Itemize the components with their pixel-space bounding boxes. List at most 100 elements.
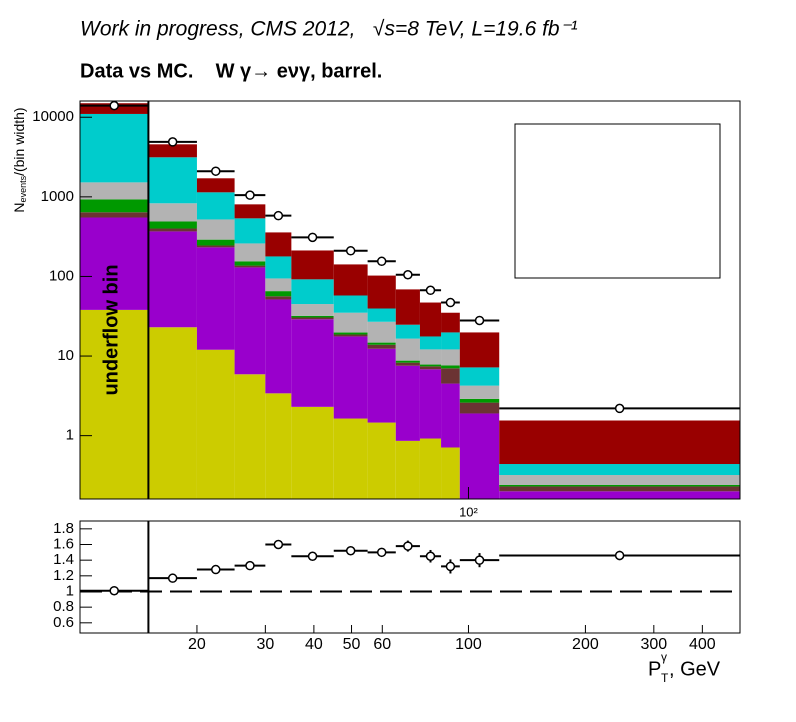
stack-segment bbox=[419, 438, 442, 499]
x-tick-label: 100 bbox=[455, 636, 482, 653]
stack-segment bbox=[196, 219, 235, 240]
stack-segment bbox=[333, 332, 368, 335]
stack-segment bbox=[148, 203, 197, 222]
x-tick-label: 10² bbox=[459, 504, 478, 519]
x-tick-label: 20 bbox=[188, 636, 206, 653]
stack-segment bbox=[367, 342, 396, 345]
stack-segment bbox=[419, 349, 442, 365]
stack-segment bbox=[234, 204, 266, 219]
x-tick-label: 50 bbox=[343, 636, 361, 653]
y-tick-label: 1 bbox=[66, 582, 74, 599]
stack-segment bbox=[367, 321, 396, 343]
ratio-point bbox=[211, 564, 221, 575]
stack-segment bbox=[441, 383, 460, 448]
ratio-point bbox=[474, 555, 485, 565]
ratio-point bbox=[425, 551, 436, 561]
stack-segment bbox=[459, 413, 500, 499]
stack-segment bbox=[441, 368, 460, 384]
stack-segment bbox=[459, 367, 500, 386]
stack-segment bbox=[265, 232, 292, 257]
ratio-point bbox=[245, 560, 255, 571]
stack-segment bbox=[80, 309, 149, 499]
ratio-point bbox=[109, 585, 119, 596]
stack-segment bbox=[419, 336, 442, 350]
stack-segment bbox=[367, 308, 396, 322]
stack-segment bbox=[196, 247, 235, 350]
data-point bbox=[167, 137, 178, 147]
y-tick-label: 1.4 bbox=[53, 551, 74, 568]
stack-segment bbox=[333, 336, 368, 419]
annotation: underflow bin bbox=[100, 264, 122, 395]
stack-segment bbox=[499, 475, 740, 485]
stack-segment bbox=[148, 231, 197, 328]
y-tick-label: 0.6 bbox=[53, 614, 74, 631]
stack-segment bbox=[419, 369, 442, 439]
stack-segment bbox=[499, 486, 740, 492]
stack-segment bbox=[441, 349, 460, 366]
stack-segment bbox=[196, 192, 235, 220]
stack-segment bbox=[291, 406, 334, 499]
stack-segment bbox=[395, 365, 420, 441]
data-point bbox=[445, 297, 456, 308]
y-tick-label: 0.8 bbox=[53, 598, 74, 615]
ratio-plot bbox=[80, 539, 740, 596]
y-tick-label: 1.6 bbox=[53, 535, 74, 552]
stack-segment bbox=[234, 261, 266, 266]
data-point bbox=[376, 256, 387, 267]
x-tick-label: 40 bbox=[305, 636, 323, 653]
stack-segment bbox=[291, 304, 334, 316]
data-point bbox=[403, 270, 413, 280]
stack-segment bbox=[234, 243, 266, 262]
y-tick-label: 1 bbox=[66, 427, 74, 444]
stack-segment bbox=[148, 144, 197, 158]
x-tick-label: 200 bbox=[572, 636, 599, 653]
main-frame bbox=[79, 100, 741, 500]
ratio-point bbox=[614, 550, 625, 561]
stack-segment bbox=[234, 218, 266, 244]
stack-segment bbox=[265, 299, 292, 394]
main-plot bbox=[80, 101, 740, 499]
stack-segment bbox=[499, 484, 740, 487]
stack-segment bbox=[80, 212, 149, 218]
stack-segment bbox=[148, 327, 197, 499]
y-axis-label: Nevents/(bin width) bbox=[11, 107, 29, 212]
chart-title: Work in progress, CMS 2012, √s=8 TeV, L=… bbox=[80, 18, 578, 41]
ratio-point bbox=[403, 541, 413, 551]
x-label-main: P bbox=[648, 658, 661, 680]
stack-segment bbox=[265, 256, 292, 279]
data-point bbox=[211, 166, 221, 176]
stack-segment bbox=[441, 312, 460, 333]
data-point bbox=[474, 315, 485, 326]
stack-segment bbox=[265, 393, 292, 499]
stack-segment bbox=[395, 338, 420, 361]
stack-segment bbox=[367, 422, 396, 499]
y-label-rest: /(bin width) bbox=[11, 107, 27, 175]
stack-segment bbox=[419, 366, 442, 370]
data-point bbox=[345, 246, 356, 256]
stack-segment bbox=[367, 348, 396, 423]
x-tick-label: 60 bbox=[373, 636, 391, 653]
stack-segment bbox=[419, 302, 442, 337]
x-tick-label: 30 bbox=[256, 636, 274, 653]
stack-segment bbox=[80, 199, 149, 213]
stack-segment bbox=[291, 279, 334, 305]
ratio-point bbox=[345, 546, 356, 556]
stack-segment bbox=[333, 418, 368, 499]
stack-segment bbox=[499, 464, 740, 476]
stack-segment bbox=[333, 264, 368, 296]
y-tick-label: 1000 bbox=[41, 188, 74, 205]
ratio-point bbox=[273, 539, 284, 550]
stack-segment bbox=[367, 344, 396, 349]
data-point bbox=[245, 190, 255, 200]
stack-segment bbox=[234, 374, 266, 499]
y-tick-label: 100 bbox=[49, 267, 74, 284]
stack-segment bbox=[291, 315, 334, 318]
ratio-point bbox=[167, 573, 178, 583]
stack-segment bbox=[499, 420, 740, 465]
chart-subtitle: Data vs MC. W γ→ eνγ, barrel. bbox=[80, 60, 382, 82]
stack-segment bbox=[80, 217, 149, 310]
stack-segment bbox=[148, 157, 197, 204]
y-tick-label: 1.2 bbox=[53, 567, 74, 584]
stack-segment bbox=[441, 365, 460, 369]
